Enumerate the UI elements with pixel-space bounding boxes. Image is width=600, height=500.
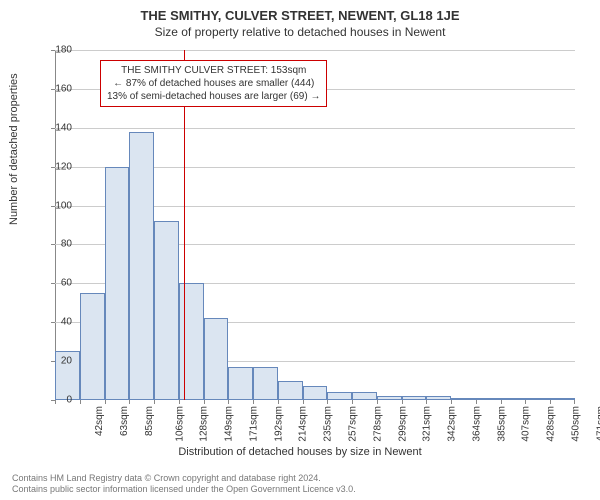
histogram-bar	[154, 221, 179, 400]
y-axis-label: Number of detached properties	[8, 73, 20, 225]
histogram-bar	[204, 318, 229, 400]
histogram-bar	[253, 367, 278, 400]
x-tick-mark	[451, 400, 452, 404]
x-tick-label: 85sqm	[144, 406, 155, 436]
x-tick-mark	[426, 400, 427, 404]
grid-line	[55, 50, 575, 51]
x-tick-mark	[574, 400, 575, 404]
footer-line1: Contains HM Land Registry data © Crown c…	[12, 473, 356, 485]
y-tick-label: 160	[42, 83, 72, 94]
x-tick-label: 149sqm	[224, 406, 235, 442]
footer-text: Contains HM Land Registry data © Crown c…	[12, 473, 356, 496]
x-tick-label: 299sqm	[397, 406, 408, 442]
x-tick-mark	[179, 400, 180, 404]
x-tick-label: 385sqm	[496, 406, 507, 442]
y-tick-label: 0	[42, 395, 72, 406]
histogram-bar	[426, 396, 451, 400]
histogram-bar	[303, 386, 328, 400]
x-tick-mark	[352, 400, 353, 404]
histogram-bar	[105, 167, 130, 400]
x-tick-label: 278sqm	[372, 406, 383, 442]
x-tick-label: 450sqm	[570, 406, 581, 442]
x-tick-label: 257sqm	[348, 406, 359, 442]
y-tick-label: 60	[42, 278, 72, 289]
x-tick-label: 171sqm	[249, 406, 260, 442]
annotation-line2: ← 87% of detached houses are smaller (44…	[107, 77, 320, 90]
x-tick-label: 471sqm	[595, 406, 600, 442]
chart-subtitle: Size of property relative to detached ho…	[0, 23, 600, 39]
histogram-bar	[80, 293, 105, 400]
chart-container: THE SMITHY, CULVER STREET, NEWENT, GL18 …	[0, 0, 600, 500]
x-tick-mark	[501, 400, 502, 404]
histogram-bar	[476, 398, 501, 400]
x-tick-mark	[525, 400, 526, 404]
histogram-bar	[129, 132, 154, 400]
x-tick-mark	[327, 400, 328, 404]
annotation-box: THE SMITHY CULVER STREET: 153sqm ← 87% o…	[100, 60, 327, 107]
x-tick-mark	[154, 400, 155, 404]
histogram-bar	[402, 396, 427, 400]
histogram-bar	[352, 392, 377, 400]
x-tick-label: 407sqm	[521, 406, 532, 442]
x-tick-mark	[402, 400, 403, 404]
x-tick-mark	[303, 400, 304, 404]
x-tick-label: 192sqm	[273, 406, 284, 442]
x-tick-label: 428sqm	[546, 406, 557, 442]
x-tick-label: 364sqm	[471, 406, 482, 442]
annotation-line3: 13% of semi-detached houses are larger (…	[107, 90, 320, 103]
x-tick-mark	[476, 400, 477, 404]
x-tick-mark	[105, 400, 106, 404]
histogram-bar	[327, 392, 352, 400]
histogram-bar	[228, 367, 253, 400]
y-tick-label: 140	[42, 122, 72, 133]
x-tick-label: 42sqm	[94, 406, 105, 436]
histogram-bar	[278, 381, 303, 400]
annotation-line1: THE SMITHY CULVER STREET: 153sqm	[107, 64, 320, 77]
x-tick-label: 128sqm	[199, 406, 210, 442]
histogram-bar	[451, 398, 476, 400]
x-tick-mark	[204, 400, 205, 404]
footer-line2: Contains public sector information licen…	[12, 484, 356, 496]
y-tick-label: 100	[42, 200, 72, 211]
histogram-bar	[179, 283, 204, 400]
x-tick-mark	[278, 400, 279, 404]
grid-line	[55, 128, 575, 129]
histogram-bar	[501, 398, 526, 400]
x-tick-label: 106sqm	[174, 406, 185, 442]
y-tick-label: 180	[42, 45, 72, 56]
x-tick-mark	[377, 400, 378, 404]
y-tick-label: 40	[42, 317, 72, 328]
x-tick-label: 63sqm	[119, 406, 130, 436]
x-axis-label: Distribution of detached houses by size …	[0, 446, 600, 458]
x-tick-mark	[253, 400, 254, 404]
x-tick-mark	[550, 400, 551, 404]
x-tick-mark	[129, 400, 130, 404]
x-tick-mark	[228, 400, 229, 404]
histogram-bar	[377, 396, 402, 400]
x-tick-label: 342sqm	[447, 406, 458, 442]
x-tick-mark	[80, 400, 81, 404]
x-tick-label: 214sqm	[298, 406, 309, 442]
x-tick-label: 235sqm	[323, 406, 334, 442]
histogram-bar	[550, 398, 575, 400]
y-tick-label: 120	[42, 161, 72, 172]
y-tick-label: 20	[42, 356, 72, 367]
y-tick-label: 80	[42, 239, 72, 250]
chart-title: THE SMITHY, CULVER STREET, NEWENT, GL18 …	[0, 0, 600, 23]
x-tick-label: 321sqm	[422, 406, 433, 442]
histogram-bar	[525, 398, 550, 400]
